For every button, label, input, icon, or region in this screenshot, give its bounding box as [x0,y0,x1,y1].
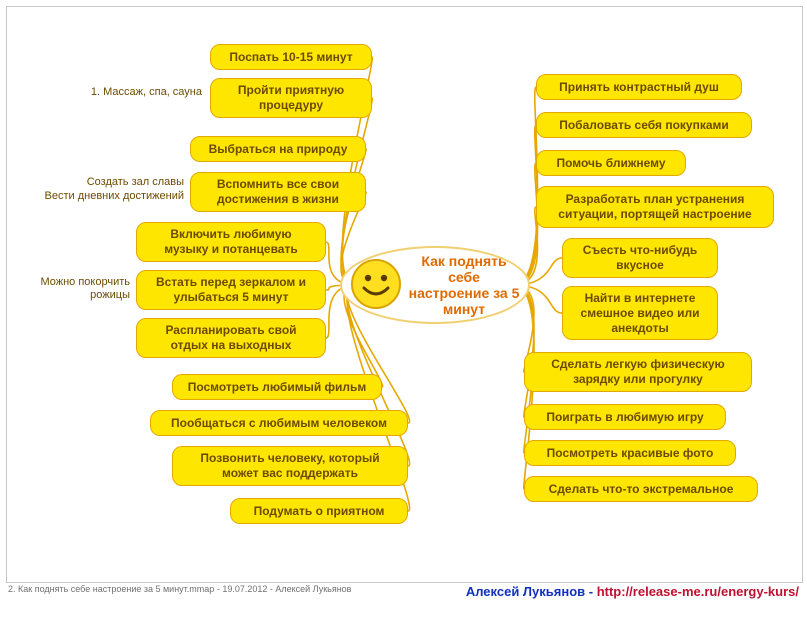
annotation-0: 1. Массаж, спа, сауна [68,86,202,99]
mindmap-node-right-8: Посмотреть красивые фото [524,440,736,466]
mindmap-node-left-0: Поспать 10-15 минут [210,44,372,70]
mindmap-node-left-5: Встать перед зеркалом и улыбаться 5 мину… [136,270,326,310]
mindmap-node-left-10: Подумать о приятном [230,498,408,524]
footer-right: Алексей Лукьянов - http://release-me.ru/… [466,584,799,599]
mindmap-node-right-5: Найти в интернете смешное видео или анек… [562,286,718,340]
mindmap-node-right-3: Разработать план устранения ситуации, по… [536,186,774,228]
mindmap-node-right-4: Съесть что-нибудь вкусное [562,238,718,278]
mindmap-node-left-7: Посмотреть любимый фильм [172,374,382,400]
annotation-2: Вести дневних достижений [28,190,184,203]
mindmap-node-right-9: Сделать что-то экстремальное [524,476,758,502]
mindmap-node-left-6: Распланировать свой отдых на выходных [136,318,326,358]
mindmap-node-right-7: Поиграть в любимую игру [524,404,726,430]
annotation-1: Создать зал славы [68,176,184,189]
mindmap-node-left-1: Пройти приятную процедуру [210,78,372,118]
footer-url: http://release-me.ru/energy-kurs/ [597,584,799,599]
mindmap-node-left-9: Позвонить человеку, который может вас по… [172,446,408,486]
mindmap-node-right-1: Побаловать себя покупками [536,112,752,138]
mindmap-node-left-2: Выбраться на природу [190,136,366,162]
annotation-3: Можно покорчить рожицы [14,276,130,302]
footer-left: 2. Как поднять себе настроение за 5 мину… [8,584,351,594]
smiley-icon [350,258,402,310]
center-text: Как поднять себе настроение за 5 минут [408,253,520,317]
mindmap-node-left-8: Пообщаться с любимым человеком [150,410,408,436]
mindmap-node-right-6: Сделать легкую физическую зарядку или пр… [524,352,752,392]
mindmap-node-left-3: Вспомнить все свои достижения в жизни [190,172,366,212]
mindmap-node-right-0: Принять контрастный душ [536,74,742,100]
mindmap-node-left-4: Включить любимую музыку и потанцевать [136,222,326,262]
footer-author: Алексей Лукьянов - [466,584,597,599]
mindmap-node-right-2: Помочь ближнему [536,150,686,176]
